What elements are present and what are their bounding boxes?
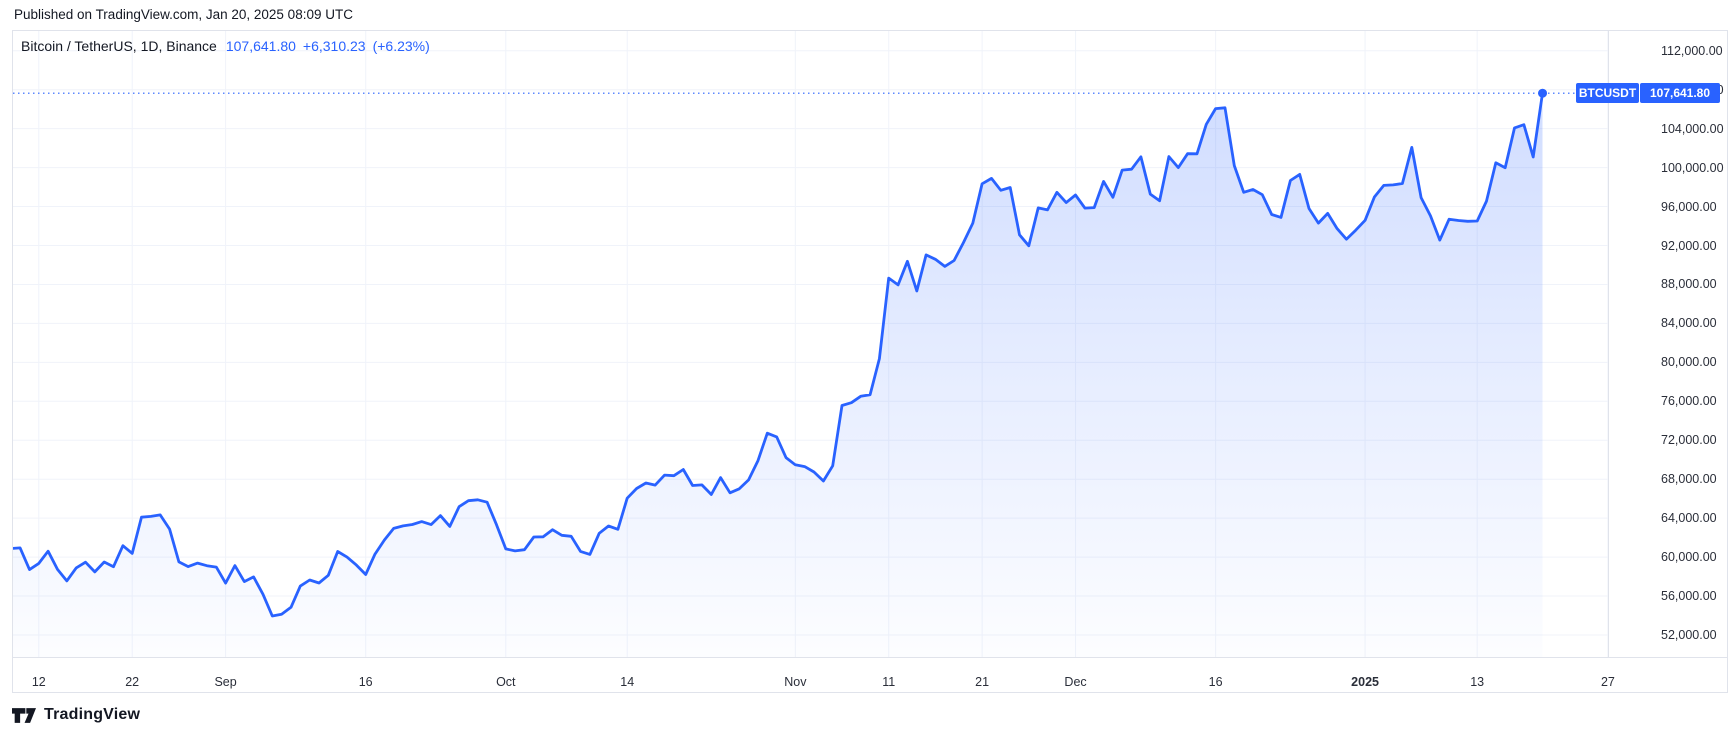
published-bar: Published on TradingView.com, Jan 20, 20… [14, 7, 353, 22]
x-axis-label: 21 [975, 675, 990, 689]
symbol-title: Bitcoin / TetherUS, 1D, Binance [21, 38, 217, 54]
x-axis-label: Sep [214, 675, 237, 689]
y-axis-label: 100,000.00 [1661, 160, 1724, 175]
last-price-tag: 107,641.80 [1640, 83, 1720, 104]
y-axis-label: 80,000.00 [1661, 355, 1717, 370]
y-axis-label: 112,000.00 [1661, 43, 1723, 58]
symbol-price-tag: BTCUSDT [1576, 83, 1639, 104]
y-axis-label: 64,000.00 [1661, 511, 1717, 526]
y-axis-label: 60,000.00 [1661, 550, 1717, 565]
time-axis[interactable]: 12 22 Sep 16 Oct 14 Nov 11 21 Dec 16 2025 13 27 [13, 657, 1727, 692]
chart-legend: Bitcoin / TetherUS, 1D, Binance 107,641.8… [21, 36, 430, 56]
y-axis-label: 92,000.00 [1661, 238, 1717, 253]
y-axis-label: 96,000.00 [1661, 199, 1717, 214]
x-axis-label: Nov [784, 675, 807, 689]
tradingview-brand[interactable]: TradingView [44, 706, 141, 723]
x-axis-label: 16 [358, 675, 373, 689]
x-axis-label: 12 [31, 675, 46, 689]
footer-bar: TradingView [12, 693, 1726, 737]
x-axis-label: 22 [125, 675, 140, 689]
y-axis-label: 72,000.00 [1661, 433, 1717, 448]
legend-change: +6,310.23 [302, 38, 366, 54]
x-axis-label: 13 [1470, 675, 1485, 689]
x-axis-label: Oct [496, 675, 516, 689]
price-scale[interactable]: 112,000.00108,000.00104,000.00100,000.00… [1608, 31, 1727, 657]
x-axis-label: 2025 [1351, 675, 1379, 689]
tradingview-logo-icon[interactable] [12, 707, 36, 724]
last-point-marker [1538, 88, 1548, 98]
y-axis-label: 56,000.00 [1661, 589, 1717, 604]
y-axis-label: 76,000.00 [1661, 394, 1717, 409]
x-axis-label: 11 [882, 675, 896, 689]
y-axis-label: 68,000.00 [1661, 472, 1717, 487]
y-axis-label: 104,000.00 [1661, 121, 1724, 136]
y-axis-label: 88,000.00 [1661, 277, 1717, 292]
legend-last-price: 107,641.80 [225, 38, 296, 54]
x-axis-label: 27 [1600, 675, 1615, 689]
legend-change-percent: (+6.23%) [372, 38, 430, 54]
x-axis-label: 14 [620, 675, 635, 689]
chart-canvas[interactable] [13, 31, 1608, 657]
x-axis-label: 16 [1208, 675, 1223, 689]
price-area-chart [13, 31, 1608, 657]
y-axis-label: 84,000.00 [1661, 316, 1717, 331]
chart-widget: Bitcoin / TetherUS, 1D, Binance 107,641.8… [12, 30, 1728, 693]
y-axis-label: 52,000.00 [1661, 628, 1717, 642]
x-axis-label: Dec [1064, 675, 1087, 689]
